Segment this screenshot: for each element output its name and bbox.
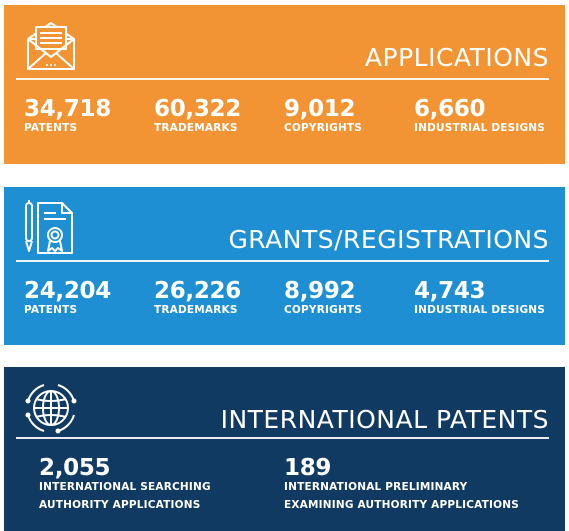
- grants-title: GRANTS/REGISTRATIONS: [228, 225, 549, 254]
- stat-grants-copyrights: 8,992 COPYRIGHTS: [284, 279, 362, 318]
- stat-applications-trademarks: 60,322 TRADEMARKS: [154, 97, 241, 136]
- stat-value: 189: [284, 455, 332, 481]
- applications-panel: APPLICATIONS 34,718 PATENTS 60,322 TRADE…: [4, 5, 565, 164]
- stat-value: 2,055: [39, 455, 111, 481]
- stat-label: TRADEMARKS: [154, 304, 238, 316]
- stat-value: 26,226: [154, 278, 241, 304]
- stat-label: INTERNATIONAL SEARCHING AUTHORITY APPLIC…: [39, 480, 211, 513]
- stat-label-line1: INTERNATIONAL PRELIMINARY: [284, 481, 468, 493]
- stat-value: 9,012: [284, 96, 356, 122]
- envelope-letter-icon: [27, 22, 75, 70]
- stat-label: PATENTS: [24, 304, 78, 316]
- stat-value: 24,204: [24, 278, 111, 304]
- stat-label-line2: AUTHORITY APPLICATIONS: [39, 499, 201, 511]
- stat-label: TRADEMARKS: [154, 122, 238, 134]
- grants-divider: [16, 260, 549, 262]
- stat-label: PATENTS: [24, 122, 78, 134]
- stat-label: COPYRIGHTS: [284, 304, 363, 316]
- stat-value: 60,322: [154, 96, 241, 122]
- applications-divider: [16, 78, 549, 80]
- stat-grants-trademarks: 26,226 TRADEMARKS: [154, 279, 241, 318]
- stat-label: INTERNATIONAL PRELIMINARY EXAMINING AUTH…: [284, 480, 519, 513]
- international-title: INTERNATIONAL PATENTS: [220, 405, 549, 434]
- stat-grants-industrial-designs: 4,743 INDUSTRIAL DESIGNS: [414, 279, 545, 318]
- stat-value: 4,743: [414, 278, 486, 304]
- stat-grants-patents: 24,204 PATENTS: [24, 279, 111, 318]
- stat-applications-patents: 34,718 PATENTS: [24, 97, 111, 136]
- globe-network-icon: [25, 384, 77, 434]
- international-divider: [16, 437, 549, 439]
- stat-label: COPYRIGHTS: [284, 122, 363, 134]
- stat-label: INDUSTRIAL DESIGNS: [414, 304, 546, 316]
- applications-title: APPLICATIONS: [364, 43, 549, 72]
- stat-value: 8,992: [284, 278, 356, 304]
- grants-panel: GRANTS/REGISTRATIONS 24,204 PATENTS 26,2…: [4, 187, 565, 345]
- stat-label: INDUSTRIAL DESIGNS: [414, 122, 546, 134]
- stat-applications-copyrights: 9,012 COPYRIGHTS: [284, 97, 362, 136]
- stat-label-line2: EXAMINING AUTHORITY APPLICATIONS: [284, 499, 520, 511]
- stat-value: 6,660: [414, 96, 486, 122]
- stat-value: 34,718: [24, 96, 111, 122]
- stat-international-preliminary: 189 INTERNATIONAL PRELIMINARY EXAMINING …: [284, 456, 519, 513]
- stat-applications-industrial-designs: 6,660 INDUSTRIAL DESIGNS: [414, 97, 545, 136]
- stat-label-line1: INTERNATIONAL SEARCHING: [39, 481, 211, 493]
- stat-international-searching: 2,055 INTERNATIONAL SEARCHING AUTHORITY …: [39, 456, 211, 513]
- international-panel: INTERNATIONAL PATENTS 2,055 INTERNATIONA…: [4, 367, 565, 531]
- certificate-pen-icon: [25, 200, 73, 254]
